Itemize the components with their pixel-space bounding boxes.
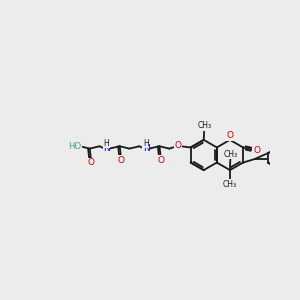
Text: CH₃: CH₃: [223, 179, 237, 189]
Text: CH₃: CH₃: [197, 121, 211, 130]
Text: N: N: [143, 144, 150, 153]
Text: H: H: [103, 139, 109, 148]
Text: HO: HO: [68, 142, 82, 151]
Text: O: O: [118, 156, 124, 165]
Text: H: H: [143, 139, 149, 148]
Text: O: O: [227, 131, 234, 140]
Text: O: O: [158, 156, 164, 165]
Text: CH₃: CH₃: [223, 150, 237, 159]
Text: O: O: [87, 158, 94, 167]
Text: N: N: [103, 144, 110, 153]
Text: O: O: [253, 146, 260, 155]
Text: O: O: [174, 141, 182, 150]
